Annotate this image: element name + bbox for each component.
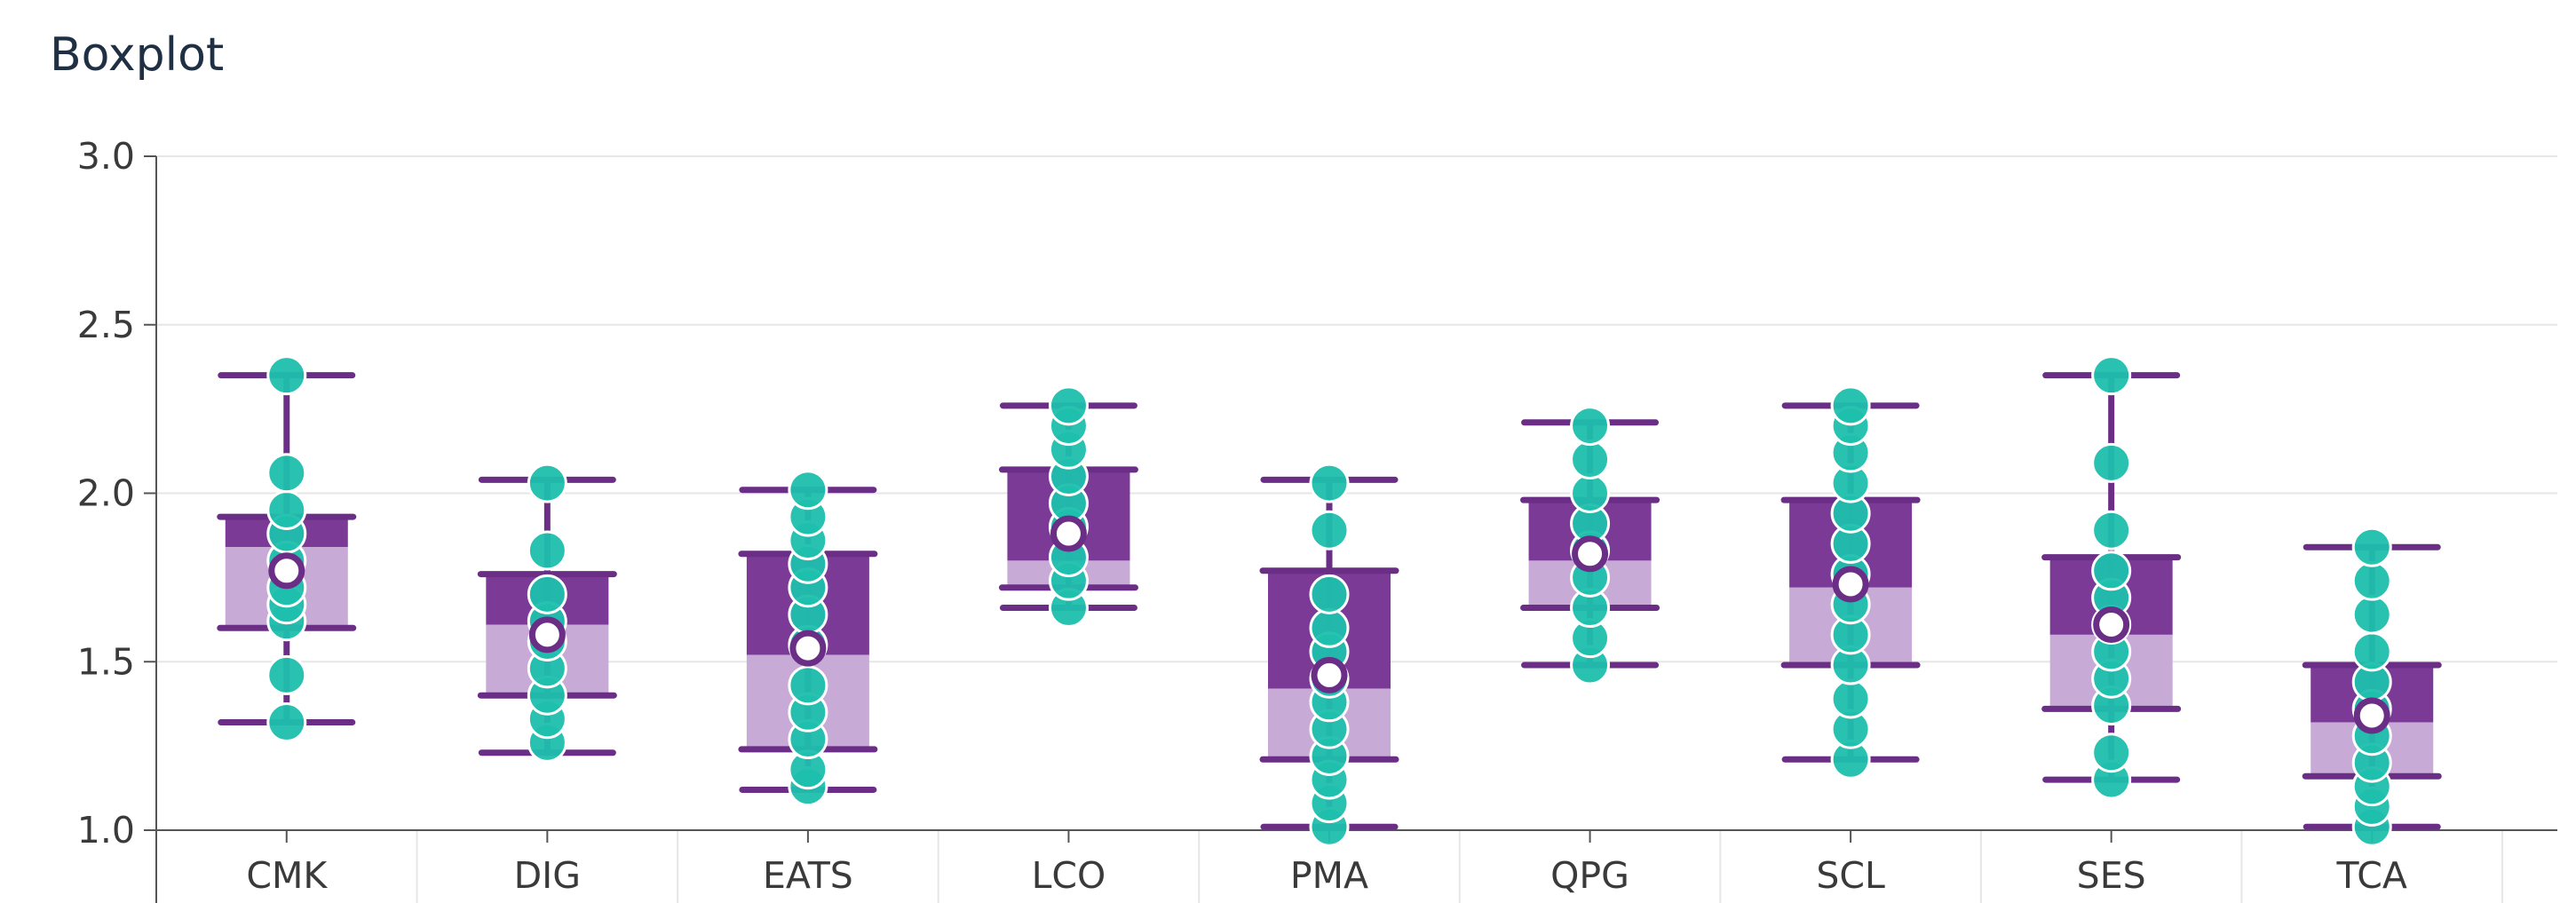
data-point <box>527 530 567 571</box>
chart-title: Boxplot <box>50 28 225 82</box>
y-tick-label: 2.5 <box>77 304 135 346</box>
box-tca <box>2302 527 2442 847</box>
data-point <box>788 665 828 706</box>
mean-marker-scl <box>1832 566 1869 603</box>
data-point <box>1570 473 1611 513</box>
mean-marker-qpg <box>1572 535 1609 573</box>
data-point <box>2351 594 2392 635</box>
data-point <box>266 489 307 530</box>
data-point <box>1830 385 1871 426</box>
grid-lines <box>155 155 2557 903</box>
x-tick-label: LCO <box>1032 854 1106 897</box>
box-lco <box>998 385 1138 629</box>
x-tick-label: EATS <box>763 854 853 897</box>
x-tick-label: PMA <box>1290 854 1368 897</box>
box-pma <box>1259 463 1399 847</box>
box-dig <box>477 463 617 763</box>
data-point <box>266 654 307 695</box>
data-point <box>2091 510 2132 551</box>
mean-marker-pma <box>1311 656 1348 693</box>
x-tick-label: QPG <box>1550 854 1629 897</box>
axes <box>144 155 2557 903</box>
boxes <box>217 355 2442 847</box>
data-point <box>527 574 567 614</box>
box-eats <box>738 470 878 807</box>
data-point <box>2351 631 2392 672</box>
data-point <box>266 453 307 494</box>
data-point <box>527 463 567 503</box>
data-point <box>2091 733 2132 773</box>
x-tick-label: CMK <box>246 854 328 897</box>
x-tick-label: SES <box>2077 854 2146 897</box>
data-point <box>1309 574 1350 614</box>
data-point <box>1309 607 1350 648</box>
mean-marker-eats <box>789 630 827 667</box>
data-point <box>2091 442 2132 483</box>
mean-marker-tca <box>2353 697 2390 734</box>
data-point <box>1570 440 1611 480</box>
y-tick-label: 1.5 <box>77 640 135 683</box>
data-point <box>2091 355 2132 396</box>
box-cmk <box>217 355 357 743</box>
data-point <box>1309 510 1350 551</box>
mean-marker-lco <box>1050 515 1087 552</box>
data-point <box>266 702 307 743</box>
box-ses <box>2041 355 2182 800</box>
y-tick-label: 1.0 <box>77 809 135 852</box>
data-point <box>1048 385 1089 426</box>
x-tick-label: DIG <box>514 854 581 897</box>
data-point <box>1570 406 1611 447</box>
data-point <box>788 470 828 511</box>
mean-marker-dig <box>528 616 566 653</box>
data-point <box>2091 551 2132 591</box>
y-tick-label: 3.0 <box>77 135 135 178</box>
data-point <box>2351 527 2392 567</box>
box-qpg <box>1520 406 1661 685</box>
data-point <box>266 355 307 396</box>
x-tick-label: SCL <box>1816 854 1885 897</box>
x-tick-label: TCA <box>2336 854 2407 897</box>
data-point <box>2351 560 2392 601</box>
data-point <box>1309 463 1350 503</box>
mean-marker-cmk <box>268 552 305 590</box>
data-point <box>1830 678 1871 719</box>
mean-marker-ses <box>2093 606 2130 644</box>
y-tick-label: 2.0 <box>77 472 135 515</box>
box-scl <box>1780 385 1921 780</box>
tick-labels: 1.0 1.5 2.0 2.5 3.0 CMK DIG EATS LCO PMA QPG SCL SES… <box>77 135 2407 897</box>
